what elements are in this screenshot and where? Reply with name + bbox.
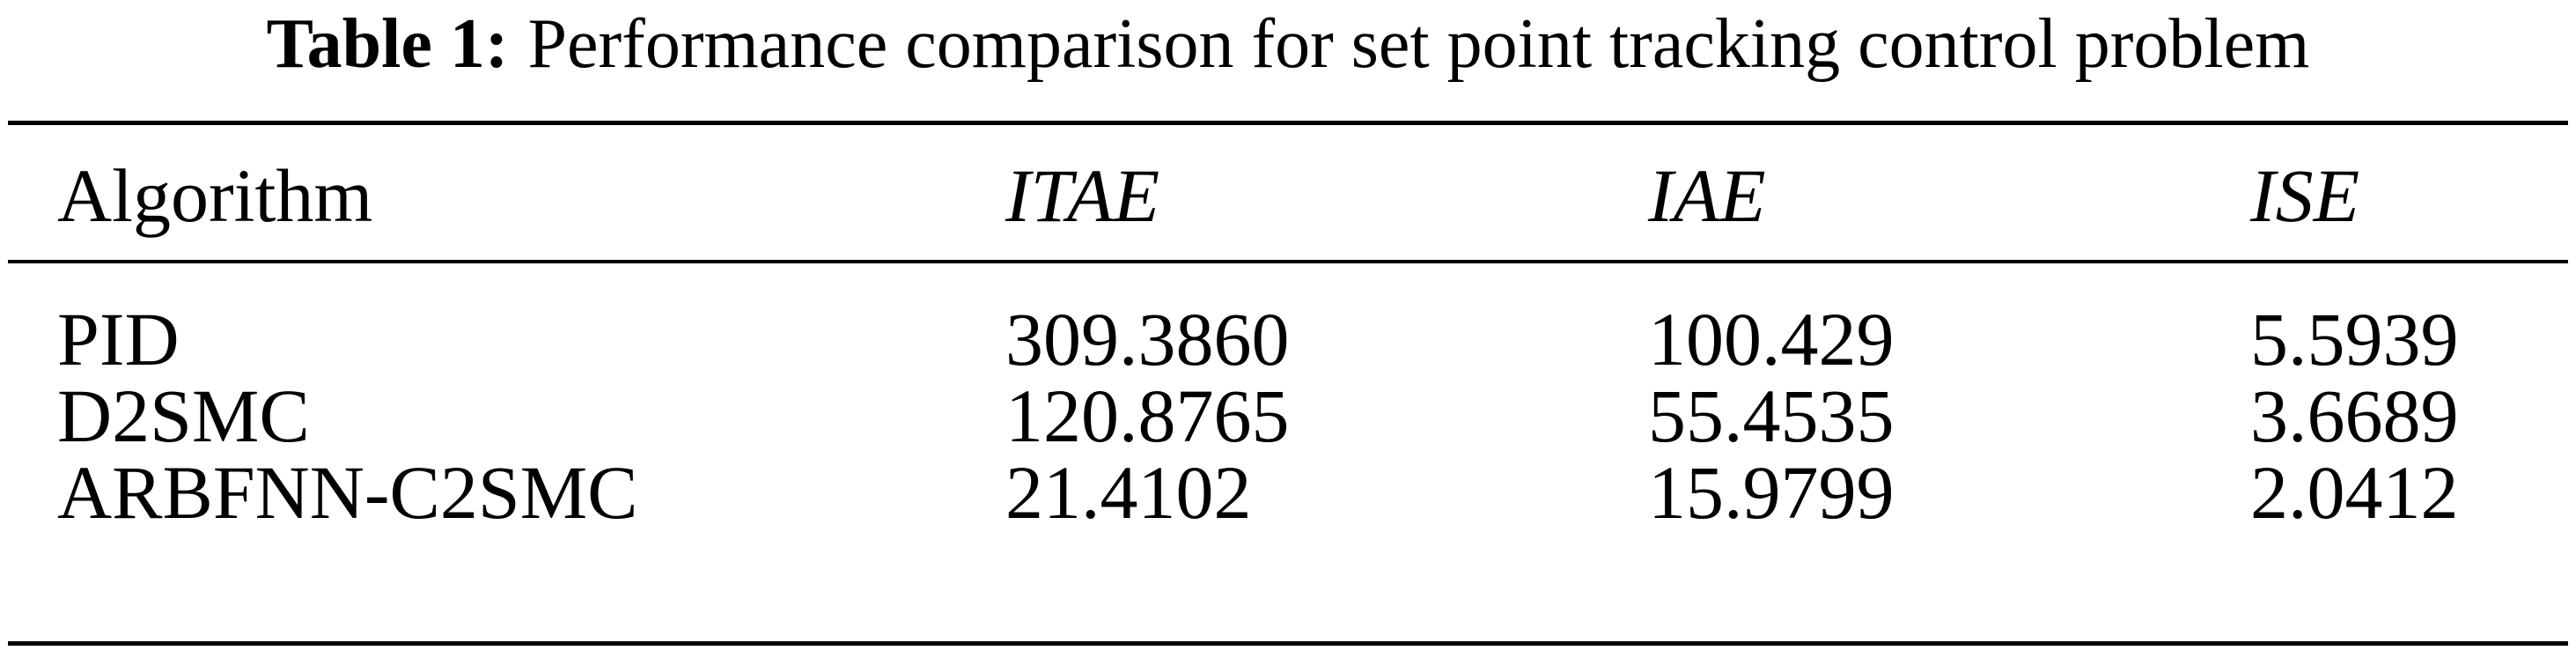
header-rule	[8, 260, 2568, 263]
top-rule	[8, 121, 2568, 125]
bottom-rule	[8, 641, 2568, 646]
cell-algorithm: ARBFNN-C2SMC	[57, 450, 638, 535]
cell-algorithm: D2SMC	[57, 373, 310, 458]
header-algorithm: Algorithm	[57, 153, 373, 238]
table-label: Table 1:	[266, 5, 509, 83]
cell-itae: 120.8765	[1005, 373, 1290, 458]
cell-itae: 21.4102	[1005, 450, 1252, 535]
table-caption: Table 1: Performance comparison for set p…	[0, 0, 2576, 88]
cell-iae: 55.4535	[1648, 373, 1895, 458]
cell-ise: 3.6689	[2250, 373, 2459, 458]
header-itae: ITAE	[1005, 153, 1160, 238]
cell-iae: 15.9799	[1648, 450, 1895, 535]
cell-ise: 2.0412	[2250, 450, 2459, 535]
cell-algorithm: PID	[57, 297, 180, 381]
cell-itae: 309.3860	[1005, 297, 1290, 381]
cell-ise: 5.5939	[2250, 297, 2459, 381]
cell-iae: 100.429	[1648, 297, 1895, 381]
table-caption-text: Performance comparison for set point tra…	[527, 5, 2310, 83]
header-iae: IAE	[1648, 153, 1766, 238]
header-ise: ISE	[2250, 153, 2360, 238]
